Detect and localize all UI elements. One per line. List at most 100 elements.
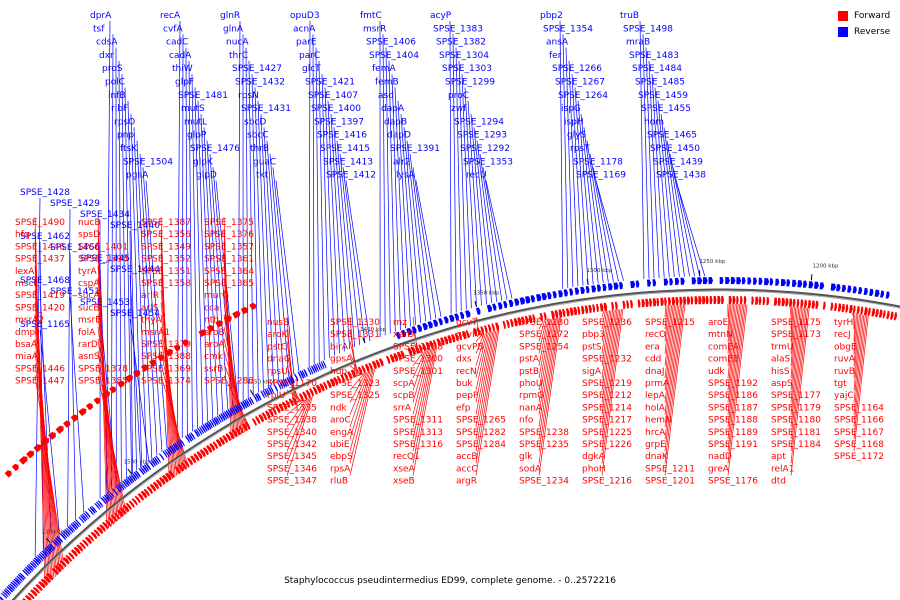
forward-gene — [157, 354, 164, 362]
forward-gene — [315, 384, 322, 394]
reverse-gene — [736, 277, 742, 285]
label-leader — [124, 87, 132, 474]
gene-label: recJ — [834, 330, 851, 340]
gene-label: SPSE_1254 — [519, 342, 569, 352]
reverse-gene — [12, 580, 19, 587]
gene-label: SPSE_1431 — [241, 104, 291, 114]
gene-label: SPSE_1215 — [645, 318, 695, 328]
label-leader — [349, 371, 370, 427]
forward-gene — [378, 358, 384, 367]
forward-gene — [361, 365, 366, 374]
gene-label: pnp — [117, 131, 134, 141]
gene-label: SPSE_1447 — [15, 377, 65, 387]
reverse-gene — [284, 378, 289, 386]
gene-label: SPSE_1226 — [582, 440, 632, 450]
label-leader — [790, 306, 795, 354]
scale-tick — [45, 537, 51, 544]
forward-gene — [298, 393, 304, 402]
label-leader — [538, 319, 550, 379]
label-leader — [538, 317, 560, 464]
gene-label: arlR — [141, 291, 159, 301]
forward-gene — [871, 308, 876, 317]
forward-gene — [305, 389, 311, 398]
label-leader — [790, 307, 797, 366]
gene-label: SPSE_1415 — [320, 144, 370, 154]
forward-gene — [212, 441, 219, 449]
gene-label: msrB — [78, 316, 101, 326]
label-leader — [727, 304, 746, 464]
gene-label: mscL — [15, 279, 38, 289]
reverse-gene — [264, 388, 269, 397]
gene-label: bsaA — [15, 340, 38, 350]
reverse-gene — [153, 456, 160, 464]
label-leader — [127, 100, 137, 471]
gene-label: SPSE_1462 — [20, 232, 70, 242]
label-leader — [455, 47, 462, 311]
label-leader — [664, 305, 670, 342]
gene-label: pgsA — [126, 171, 149, 181]
forward-gene — [93, 529, 101, 537]
label-leader — [308, 20, 311, 367]
label-leader — [664, 305, 667, 318]
label-leader — [452, 34, 457, 313]
label-leader — [223, 314, 244, 434]
forward-gene — [278, 403, 284, 412]
forward-gene — [641, 299, 645, 308]
reverse-gene — [273, 383, 278, 392]
reverse-gene — [169, 446, 175, 454]
reverse-gene — [652, 279, 657, 287]
reverse-gene — [395, 331, 401, 340]
forward-gene — [660, 297, 664, 306]
gene-label: SPSE_1167 — [834, 428, 884, 438]
forward-gene — [841, 303, 845, 313]
reverse-gene — [630, 280, 636, 289]
forward-gene — [436, 338, 441, 347]
reverse-gene — [41, 550, 48, 557]
label-leader — [664, 304, 686, 476]
reverse-gene — [619, 282, 623, 290]
forward-gene — [336, 375, 342, 384]
gene-label: nusB — [267, 318, 289, 328]
label-leader — [349, 372, 367, 403]
label-leader — [574, 87, 589, 285]
gene-label: SPSE_1189 — [708, 428, 758, 438]
gene-label: greA — [708, 464, 730, 474]
legend-forward: Forward — [838, 8, 890, 24]
forward-gene — [261, 412, 268, 421]
label-leader — [475, 333, 486, 366]
forward-gene — [343, 372, 349, 381]
gene-label: SPSE_1266 — [552, 64, 602, 74]
gene-label: sucA — [78, 291, 100, 301]
gene-label: SPSE_1455 — [641, 104, 691, 114]
forward-gene — [487, 324, 492, 333]
reverse-gene — [26, 565, 34, 572]
gene-label: opuD3 — [290, 11, 320, 21]
reverse-gene — [176, 441, 182, 449]
reverse-gene — [411, 326, 417, 334]
gene-label: SPSE_1176 — [708, 477, 758, 487]
reverse-gene — [3, 589, 11, 596]
label-leader — [194, 87, 203, 425]
gene-label: SPSE_1453 — [80, 298, 130, 308]
reverse-gene — [188, 433, 194, 441]
gene-label: SPSE_1323 — [330, 379, 380, 389]
label-leader — [145, 180, 168, 449]
label-leader — [286, 396, 312, 464]
label-leader — [727, 304, 741, 415]
forward-gene — [462, 330, 467, 340]
reverse-gene — [880, 290, 885, 298]
forward-gene — [240, 306, 249, 315]
gene-label: obgE — [834, 342, 857, 352]
gene-label: tsf — [93, 24, 105, 34]
legend-reverse: Reverse — [838, 24, 890, 40]
reverse-gene — [59, 533, 66, 540]
genome-backbone — [11, 288, 900, 600]
label-leader — [660, 114, 680, 277]
label-leader — [601, 310, 606, 330]
reverse-gene — [427, 321, 433, 329]
label-leader — [648, 60, 660, 278]
reverse-gene — [635, 280, 640, 288]
reverse-gene — [222, 412, 228, 420]
gene-label: SPSE_1178 — [573, 157, 623, 167]
reverse-gene — [320, 361, 325, 369]
